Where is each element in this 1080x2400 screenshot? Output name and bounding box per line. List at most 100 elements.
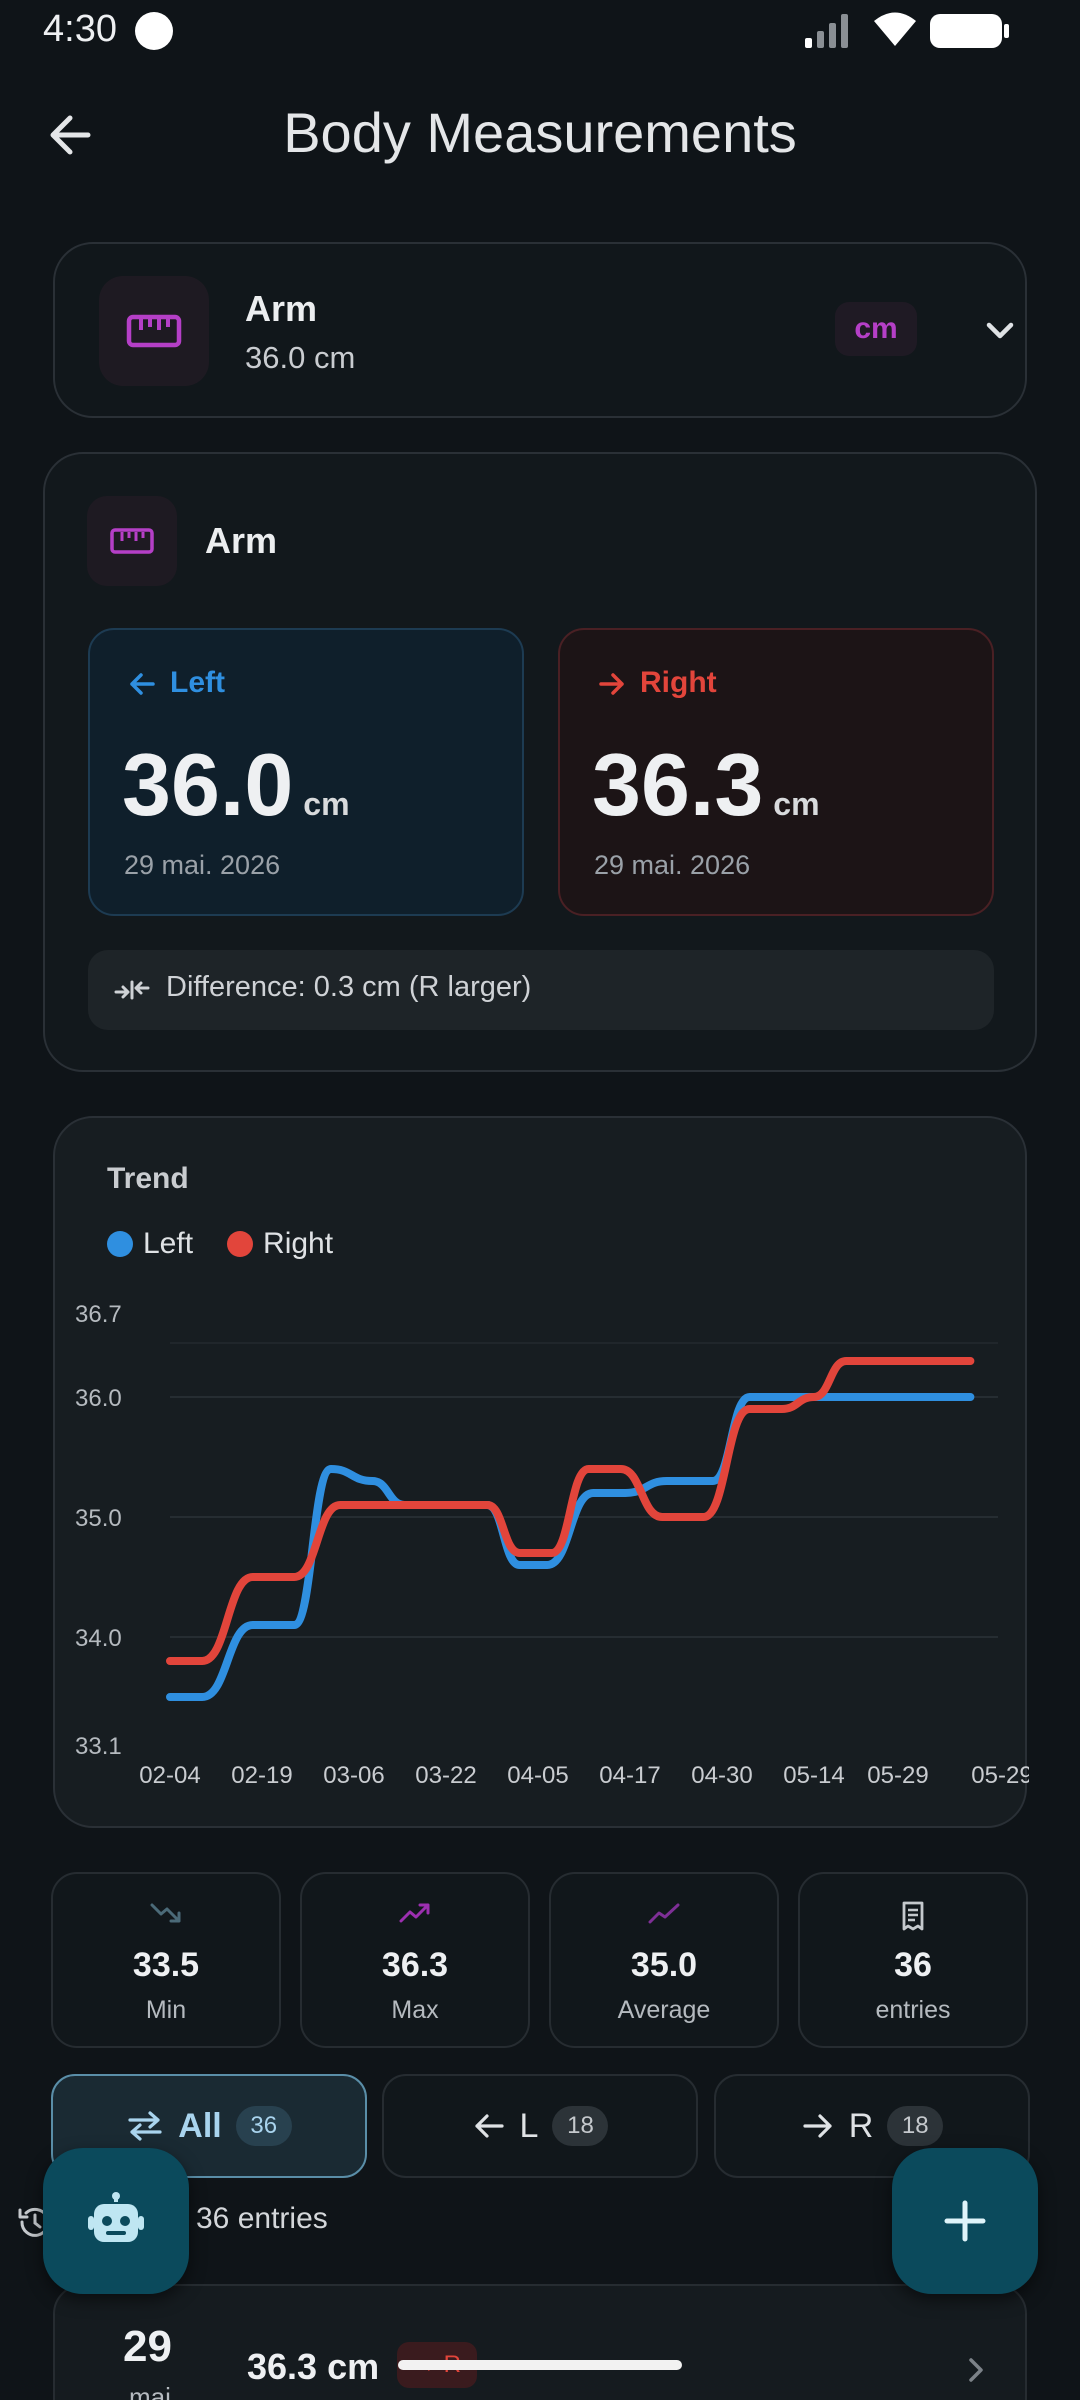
legend-left: Left [107,1227,193,1261]
y-tick-label-1: 36.0 [75,1385,122,1412]
stat-average-value: 35.0 [630,1946,698,1984]
trend-chart-card: 36.7 36.0 35.0 34.0 33.1 02-04 02-19 03-06 03-22… [53,1116,1029,1828]
measurement-icon-box [99,276,209,386]
stat-max-value: 36.3 [381,1946,449,1984]
right-label: Right [640,666,717,699]
x-tick-label-8: 05-29 [867,1762,928,1789]
comparison-card: Arm Left 36.0 cm 29 mai. 2026 Right 36.3 c… [43,452,1037,1072]
x-tick-label-7: 05-14 [783,1762,844,1789]
tab-left-label: L [519,2106,539,2145]
stat-average: 35.0 Average [549,1872,779,2048]
left-value-unit: cm [303,786,350,822]
y-tick-label-4: 33.1 [75,1733,122,1760]
x-tick-label-2: 03-06 [323,1762,384,1789]
left-measurement-box: Left 36.0 cm 29 mai. 2026 [88,628,524,916]
robot-icon [88,2192,144,2242]
left-value-number: 36.0 [122,735,294,834]
left-value: 36.0 cm [122,734,350,836]
stat-max: 36.3 Max [300,1872,530,2048]
trending-up-icon [399,1903,430,1923]
tab-right-label: R [848,2106,874,2145]
tab-left-count: 18 [552,2106,609,2146]
right-value-unit: cm [773,786,820,822]
stat-entries-label: entries [875,1996,951,2024]
y-tick-label-2: 35.0 [75,1505,122,1532]
selected-measurement-value: 36.0 cm [245,340,356,375]
tab-right-count: 18 [887,2106,944,2146]
stat-min-value: 33.5 [132,1946,200,1984]
tab-left[interactable]: L 18 [382,2074,698,2178]
stat-entries-value: 36 [894,1946,932,1984]
swap-icon [128,2111,162,2141]
notification-dot-icon [135,12,173,50]
tab-right[interactable]: R 18 [714,2074,1030,2178]
battery-icon [930,14,1009,48]
legend-right: Right [227,1227,333,1261]
x-tick-label-4: 04-05 [507,1762,568,1789]
stat-entries: 36 entries [798,1872,1028,2048]
stat-max-label: Max [391,1996,439,2024]
chart-legend: Left Right [107,1224,333,1264]
right-value-number: 36.3 [592,735,764,834]
assistant-fab[interactable] [43,2148,189,2294]
home-indicator [398,2360,682,2370]
x-tick-label-3: 03-22 [415,1762,476,1789]
ruler-icon [110,528,154,554]
unit-chip[interactable]: cm [835,302,917,356]
arrow-right-icon [599,673,624,695]
y-tick-label-0: 36.7 [75,1301,122,1328]
arrow-left-icon [474,2114,504,2138]
wifi-icon [874,12,916,46]
left-date: 29 mai. 2026 [124,850,281,880]
left-label: Left [170,666,225,699]
stat-min: 33.5 Min [51,1872,281,2048]
trend-line-icon [648,1903,680,1924]
entry-month: mai [129,2382,171,2400]
legend-left-dot [107,1231,133,1257]
trend-chart: 36.7 36.0 35.0 34.0 33.1 02-04 02-19 03-06 03-22… [75,1301,1029,1789]
chart-title: Trend [107,1162,189,1195]
right-date: 29 mai. 2026 [594,850,751,880]
y-tick-label-3: 34.0 [75,1625,122,1652]
chevron-down-icon[interactable] [975,306,1025,356]
arrow-right-icon [803,2114,832,2138]
x-tick-label-5: 04-17 [599,1762,660,1789]
ruler-icon [126,314,182,348]
comparison-icon-box [87,496,177,586]
entries-count-text: 36 entries [196,2202,328,2235]
legend-right-label: Right [263,1227,334,1260]
x-tick-label-1: 02-19 [231,1762,292,1789]
tab-all-count: 36 [235,2106,292,2146]
x-tick-label-6: 04-30 [691,1762,752,1789]
list-item[interactable]: 29 mai 36.3 cm → R [53,2284,1027,2400]
selected-measurement-name: Arm [245,288,318,329]
entry-day: 29 [123,2322,172,2371]
trending-down-icon [150,1903,181,1923]
signal-icon [805,14,848,48]
difference-box: Difference: 0.3 cm (R larger) [88,950,994,1030]
page-title: Body Measurements [283,101,797,164]
legend-left-label: Left [143,1227,194,1260]
right-measurement-box: Right 36.3 cm 29 mai. 2026 [558,628,994,916]
difference-text: Difference: 0.3 cm (R larger) [166,971,532,1003]
tab-all-label: All [178,2106,222,2145]
status-time: 4:30 [43,8,117,50]
x-tick-label-0: 02-04 [139,1762,200,1789]
series-line-left [166,1393,975,1701]
stat-average-label: Average [617,1996,711,2024]
x-tick-label-9: 05-29 [971,1762,1029,1789]
series-line-right [166,1357,975,1665]
arrow-left-icon [130,673,155,695]
chevron-right-icon [969,2358,983,2382]
add-entry-fab[interactable] [892,2148,1038,2294]
back-arrow-icon[interactable] [40,100,110,170]
receipt-icon [902,1901,924,1931]
legend-right-dot [227,1231,254,1257]
entry-value: 36.3 cm [247,2346,380,2387]
compare-arrows-icon [114,980,150,1000]
stat-min-label: Min [145,1996,187,2024]
right-value: 36.3 cm [592,734,820,836]
comparison-title: Arm [205,520,278,561]
plus-icon [944,2200,986,2242]
measurement-selector[interactable]: Arm 36.0 cm cm [53,242,1027,418]
